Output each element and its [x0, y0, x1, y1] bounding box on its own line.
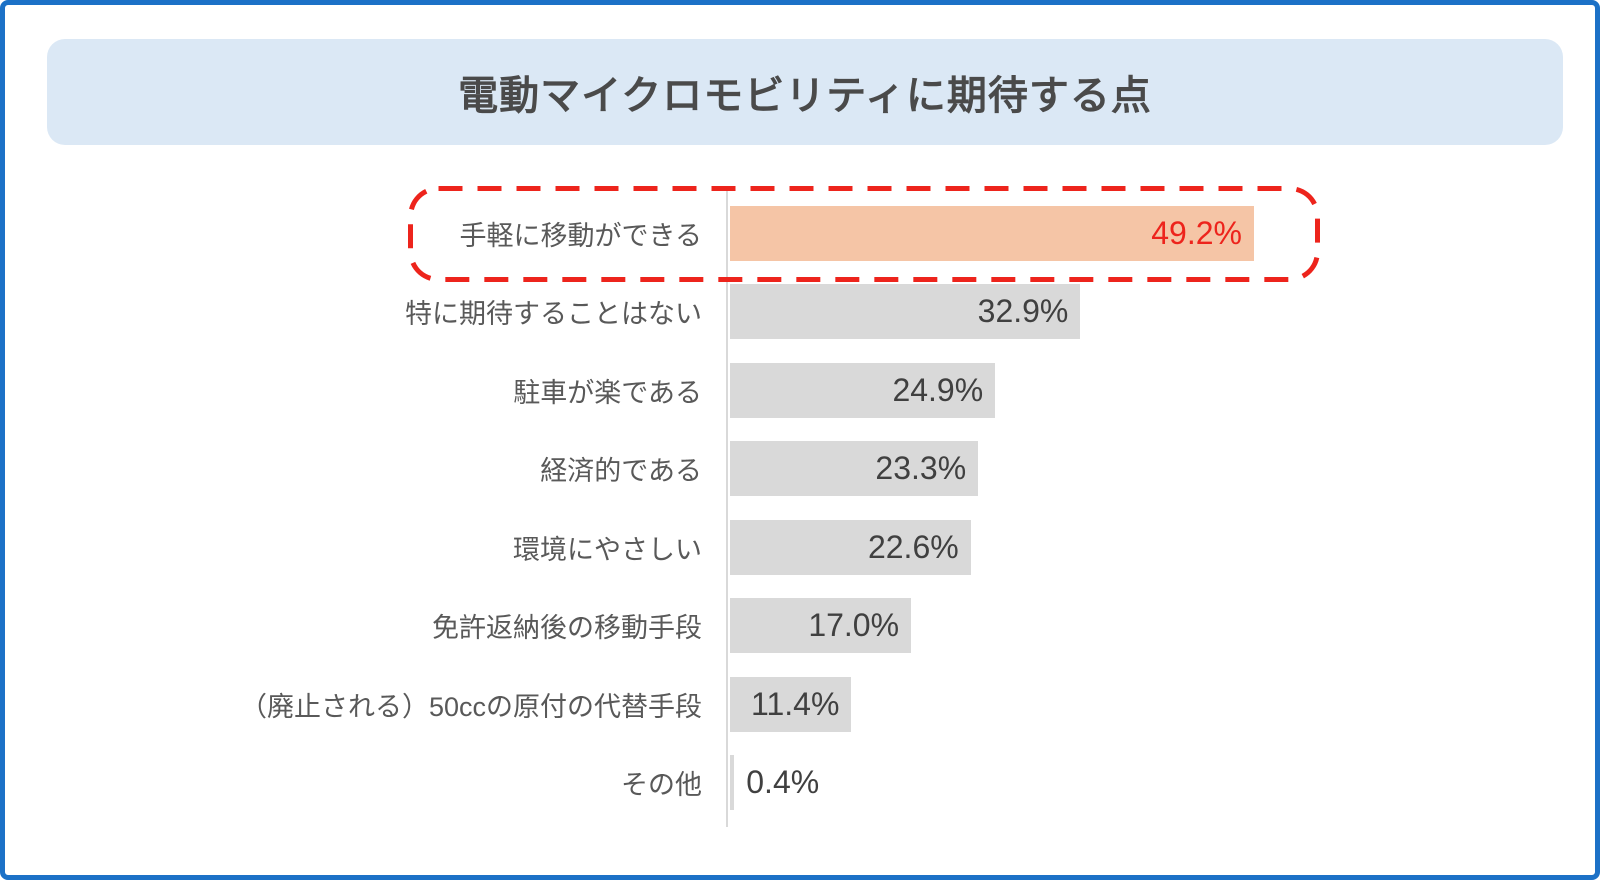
bar-chart: 手軽に移動ができる 49.2% 特に期待することはない 32.9% 駐車が楽であ… — [5, 190, 1600, 827]
category-label: 免許返納後の移動手段 — [432, 613, 702, 644]
bar: 32.9% — [730, 284, 1081, 340]
bar-area: 17.0% — [727, 598, 1600, 654]
chart-row: 環境にやさしい 22.6% — [5, 508, 1600, 587]
value-label: 11.4% — [751, 685, 840, 722]
bar-area: 22.6% — [727, 519, 1600, 575]
chart-row: （廃止される）50ccの原付の代替手段 11.4% — [5, 665, 1600, 744]
category-label: （廃止される）50ccの原付の代替手段 — [239, 691, 702, 722]
bar-area: 32.9% — [727, 284, 1600, 340]
bar: 11.4% — [730, 676, 852, 732]
bar: 49.2% — [730, 205, 1254, 261]
category-label: その他 — [621, 770, 702, 801]
value-label: 32.9% — [977, 293, 1069, 330]
category-label: 手軽に移動ができる — [459, 220, 702, 251]
bar: 23.3% — [730, 441, 979, 497]
bar-area: 11.4% — [727, 676, 1600, 732]
bar-area: 49.2% — [727, 205, 1600, 261]
chart-title: 電動マイクロモビリティに期待する点 — [458, 74, 1152, 118]
chart-row: 駐車が楽である 24.9% — [5, 351, 1600, 430]
bar-area: 23.3% — [727, 441, 1600, 497]
chart-rows: 手軽に移動ができる 49.2% 特に期待することはない 32.9% 駐車が楽であ… — [5, 194, 1600, 822]
chart-row: 手軽に移動ができる 49.2% — [5, 194, 1600, 273]
value-label: 17.0% — [808, 607, 900, 644]
category-label: 経済的である — [540, 456, 702, 487]
bar — [730, 755, 735, 811]
chart-row: その他 0.4% — [5, 744, 1600, 823]
chart-row: 免許返納後の移動手段 17.0% — [5, 587, 1600, 666]
value-label: 24.9% — [892, 371, 984, 408]
value-label: 49.2% — [1151, 214, 1242, 251]
chart-row: 特に期待することはない 32.9% — [5, 273, 1600, 352]
value-label: 23.3% — [875, 450, 967, 487]
chart-title-banner: 電動マイクロモビリティに期待する点 — [47, 39, 1563, 145]
bar-area: 24.9% — [727, 362, 1600, 418]
bar: 17.0% — [730, 598, 912, 654]
chart-row: 経済的である 23.3% — [5, 430, 1600, 509]
bar-area: 0.4% — [727, 755, 1600, 811]
category-label: 環境にやさしい — [513, 534, 702, 565]
value-label: 22.6% — [867, 528, 959, 565]
category-label: 特に期待することはない — [405, 299, 702, 330]
bar: 22.6% — [730, 519, 971, 575]
bar: 24.9% — [730, 362, 996, 418]
value-label: 0.4% — [746, 764, 820, 801]
category-label: 駐車が楽である — [513, 377, 702, 408]
y-axis-line — [726, 190, 728, 827]
